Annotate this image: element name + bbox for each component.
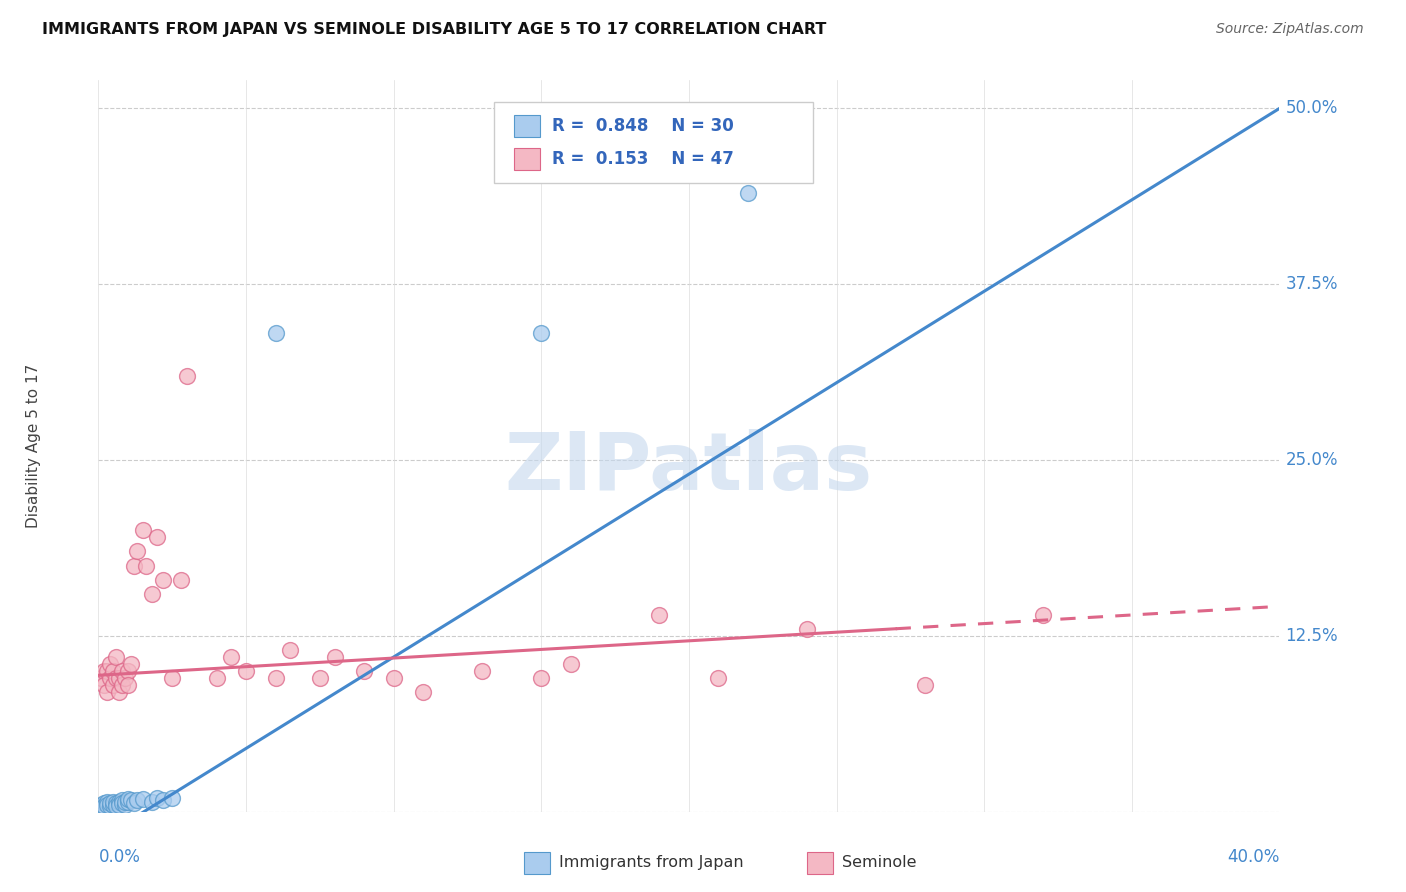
Point — [914, 678, 936, 692]
Text: ZIPatlas: ZIPatlas — [505, 429, 873, 507]
Bar — [515, 115, 540, 136]
Point — [125, 544, 148, 558]
Point — [111, 678, 134, 692]
Point — [96, 797, 118, 812]
Point — [93, 678, 115, 692]
Text: R =  0.153    N = 47: R = 0.153 N = 47 — [553, 150, 734, 169]
Point — [117, 678, 139, 692]
Point — [120, 793, 142, 807]
Point — [648, 607, 671, 622]
Bar — [523, 852, 550, 874]
Text: 12.5%: 12.5% — [1285, 627, 1339, 645]
Point — [530, 326, 553, 341]
Point — [103, 795, 125, 809]
Point — [114, 797, 136, 812]
Text: Seminole: Seminole — [842, 855, 917, 871]
Point — [796, 622, 818, 636]
Point — [737, 186, 759, 200]
Point — [412, 685, 434, 699]
Point — [111, 793, 134, 807]
Point — [132, 524, 155, 538]
Bar — [807, 852, 832, 874]
Point — [560, 657, 582, 671]
Point — [120, 657, 142, 671]
Point — [146, 790, 169, 805]
Point — [471, 664, 494, 678]
Text: 0.0%: 0.0% — [98, 848, 141, 866]
Text: Disability Age 5 to 17: Disability Age 5 to 17 — [25, 364, 41, 528]
Point — [111, 797, 134, 811]
Point — [105, 671, 128, 685]
Point — [93, 664, 115, 678]
Point — [103, 664, 125, 678]
Point — [114, 795, 136, 809]
Point — [235, 664, 257, 678]
Point — [132, 792, 155, 806]
Point — [264, 326, 287, 341]
Point — [111, 664, 134, 678]
Point — [353, 664, 375, 678]
Point — [117, 795, 139, 809]
Point — [309, 671, 332, 685]
Point — [162, 671, 183, 685]
Point — [117, 792, 139, 806]
Point — [1032, 607, 1054, 622]
Point — [122, 797, 145, 811]
Point — [96, 664, 118, 678]
Point — [122, 558, 145, 573]
Text: Source: ZipAtlas.com: Source: ZipAtlas.com — [1216, 22, 1364, 37]
Point — [707, 671, 730, 685]
Point — [105, 650, 128, 665]
Point — [108, 795, 131, 809]
Point — [125, 793, 148, 807]
Point — [264, 671, 287, 685]
Point — [278, 643, 302, 657]
Point — [108, 797, 131, 812]
Point — [117, 664, 139, 678]
Point — [170, 573, 193, 587]
Point — [135, 558, 157, 573]
Text: 25.0%: 25.0% — [1285, 451, 1339, 469]
Point — [205, 671, 228, 685]
Point — [382, 671, 405, 685]
Point — [98, 657, 121, 671]
Text: R =  0.848    N = 30: R = 0.848 N = 30 — [553, 117, 734, 135]
FancyBboxPatch shape — [494, 103, 813, 183]
Point — [103, 797, 125, 812]
Point — [530, 671, 553, 685]
Point — [114, 671, 136, 685]
Point — [108, 671, 131, 685]
Point — [176, 368, 198, 383]
Point — [98, 799, 121, 814]
Point — [105, 799, 128, 814]
Text: 40.0%: 40.0% — [1227, 848, 1279, 866]
Point — [141, 795, 163, 809]
Point — [90, 797, 112, 812]
Text: IMMIGRANTS FROM JAPAN VS SEMINOLE DISABILITY AGE 5 TO 17 CORRELATION CHART: IMMIGRANTS FROM JAPAN VS SEMINOLE DISABI… — [42, 22, 827, 37]
Text: 50.0%: 50.0% — [1285, 99, 1337, 118]
Point — [141, 587, 163, 601]
Point — [96, 685, 118, 699]
Text: 37.5%: 37.5% — [1285, 276, 1339, 293]
Point — [162, 790, 183, 805]
Point — [93, 797, 115, 811]
Point — [108, 685, 131, 699]
Point — [93, 799, 115, 814]
Point — [146, 530, 169, 544]
Bar — [515, 148, 540, 170]
Point — [323, 650, 346, 665]
Text: Immigrants from Japan: Immigrants from Japan — [560, 855, 744, 871]
Point — [96, 795, 118, 809]
Point — [90, 671, 112, 685]
Point — [219, 650, 242, 665]
Point — [152, 573, 174, 587]
Point — [98, 797, 121, 811]
Point — [152, 793, 174, 807]
Point — [103, 678, 125, 692]
Point — [98, 671, 121, 685]
Point — [105, 797, 128, 811]
